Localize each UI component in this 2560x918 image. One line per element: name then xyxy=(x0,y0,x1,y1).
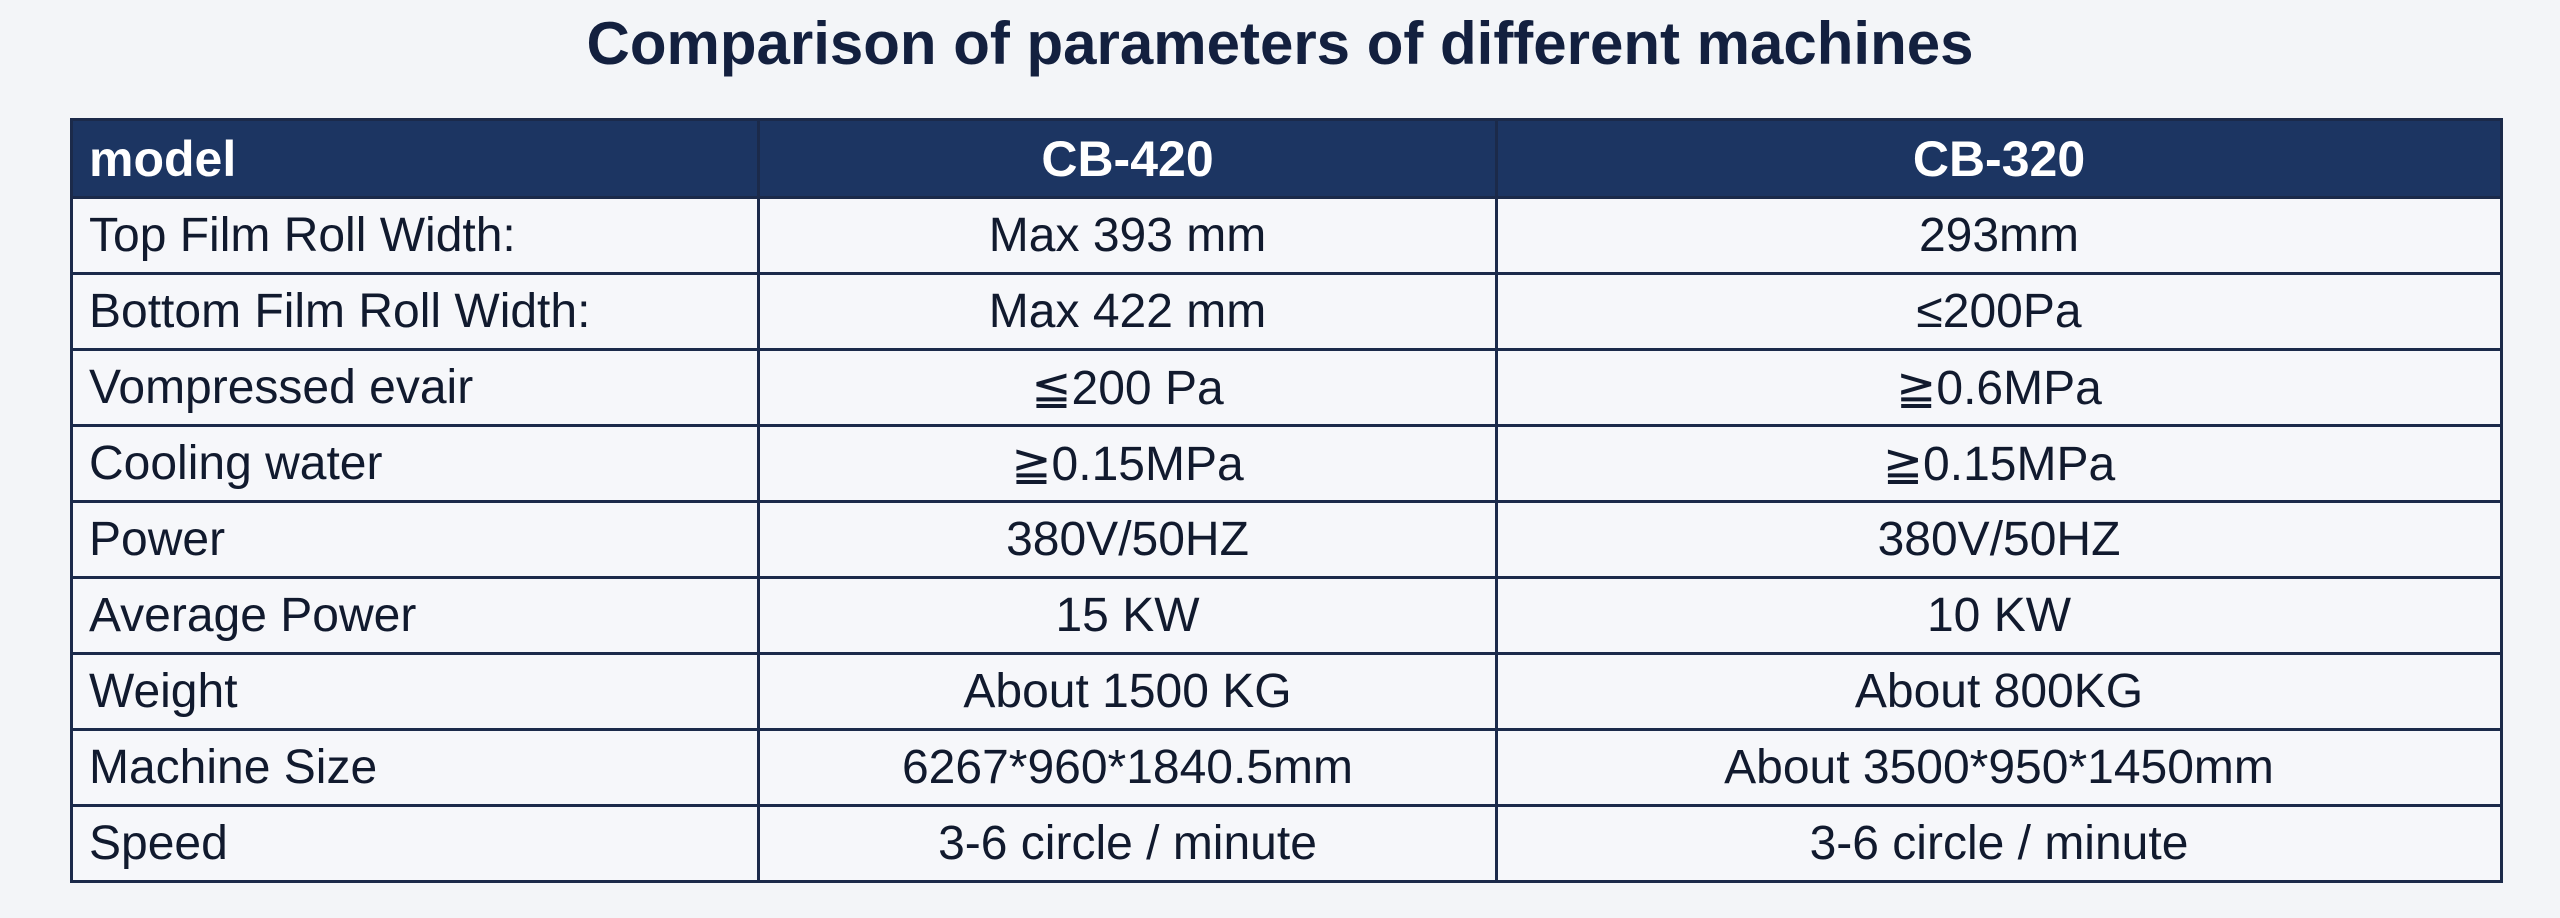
table-row: Vompressed evair ≦200 Pa ≧0.6MPa xyxy=(70,348,2503,427)
cell: 3-6 circle / minute xyxy=(757,804,1498,883)
row-label: Weight xyxy=(70,652,760,731)
title: Comparison of parameters of different ma… xyxy=(586,10,1974,77)
cell: 380V/50HZ xyxy=(757,500,1498,579)
table-body: Top Film Roll Width: Max 393 mm 293mm Botto… xyxy=(70,196,2503,883)
cell: 3-6 circle / minute xyxy=(1495,804,2503,883)
row-label: Top Film Roll Width: xyxy=(70,196,760,275)
table-row: Weight About 1500 KG About 800KG xyxy=(70,652,2503,731)
cell: About 3500*950*1450mm xyxy=(1495,728,2503,807)
cell: 6267*960*1840.5mm xyxy=(757,728,1498,807)
cell: Max 422 mm xyxy=(757,272,1498,351)
column-header: model xyxy=(70,118,760,199)
cell: Max 393 mm xyxy=(757,196,1498,275)
row-label: Power xyxy=(70,500,760,579)
row-label: Vompressed evair xyxy=(70,348,760,427)
row-label: Average Power xyxy=(70,576,760,655)
column-header: CB-320 xyxy=(1495,118,2503,199)
table-row: Average Power 15 KW 10 KW xyxy=(70,576,2503,655)
row-label: Cooling water xyxy=(70,424,760,503)
table-row: Machine Size 6267*960*1840.5mm About 3500*… xyxy=(70,728,2503,807)
cell: 380V/50HZ xyxy=(1495,500,2503,579)
table-row: Top Film Roll Width: Max 393 mm 293mm xyxy=(70,196,2503,275)
table-row: Cooling water ≧0.15MPa ≧0.15MPa xyxy=(70,424,2503,503)
cell: ≦200 Pa xyxy=(757,348,1498,427)
row-label: Speed xyxy=(70,804,760,883)
cell: ≧0.15MPa xyxy=(1495,424,2503,503)
cell: ≧0.6MPa xyxy=(1495,348,2503,427)
cell: About 1500 KG xyxy=(757,652,1498,731)
table-row: Speed 3-6 circle / minute 3-6 circle / min… xyxy=(70,804,2503,883)
row-label: Bottom Film Roll Width: xyxy=(70,272,760,351)
column-header: CB-420 xyxy=(757,118,1498,199)
cell: 15 KW xyxy=(757,576,1498,655)
comparison-table: model CB-420 CB-320 Top Film Roll Width: Ma… xyxy=(70,118,2503,883)
header-row: model CB-420 CB-320 xyxy=(70,118,2503,199)
cell: ≤200Pa xyxy=(1495,272,2503,351)
cell: ≧0.15MPa xyxy=(757,424,1498,503)
table-row: Bottom Film Roll Width: Max 422 mm ≤200Pa xyxy=(70,272,2503,351)
cell: 293mm xyxy=(1495,196,2503,275)
table-row: Power 380V/50HZ 380V/50HZ xyxy=(70,500,2503,579)
cell: 10 KW xyxy=(1495,576,2503,655)
row-label: Machine Size xyxy=(70,728,760,807)
cell: About 800KG xyxy=(1495,652,2503,731)
